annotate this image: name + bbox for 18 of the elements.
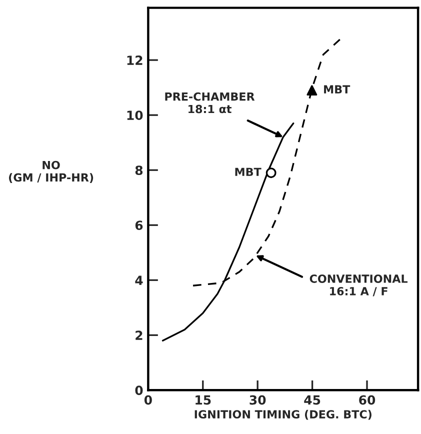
y-tick-label: 4	[135, 276, 143, 285]
y-tick-label: 12	[127, 56, 142, 65]
y-tick-label: 2	[136, 330, 142, 340]
x-tick-label: 30	[250, 395, 266, 405]
x-tick-label: 0	[144, 395, 152, 405]
y-tick-label: 0	[135, 386, 143, 396]
annotation: MBT	[324, 85, 350, 94]
y-tick-label: 8	[135, 166, 143, 176]
y-tick-label: 10	[127, 110, 143, 120]
annotation: CONVENTIONAL 16:1 A / F	[310, 274, 408, 296]
x-tick-label: 15	[196, 395, 211, 405]
x-axis-title: IGNITION TIMING (DEG. BTC)	[194, 410, 372, 420]
y-axis-title: NO (GM / IHP-HR)	[9, 160, 94, 183]
annotation: PRE-CHAMBER 18:1 αt	[165, 92, 255, 114]
annotation: MBT	[235, 168, 262, 176]
x-tick-label: 45	[304, 395, 320, 405]
x-tick-label: 60	[359, 395, 376, 405]
y-tick-label: 6	[135, 220, 143, 230]
